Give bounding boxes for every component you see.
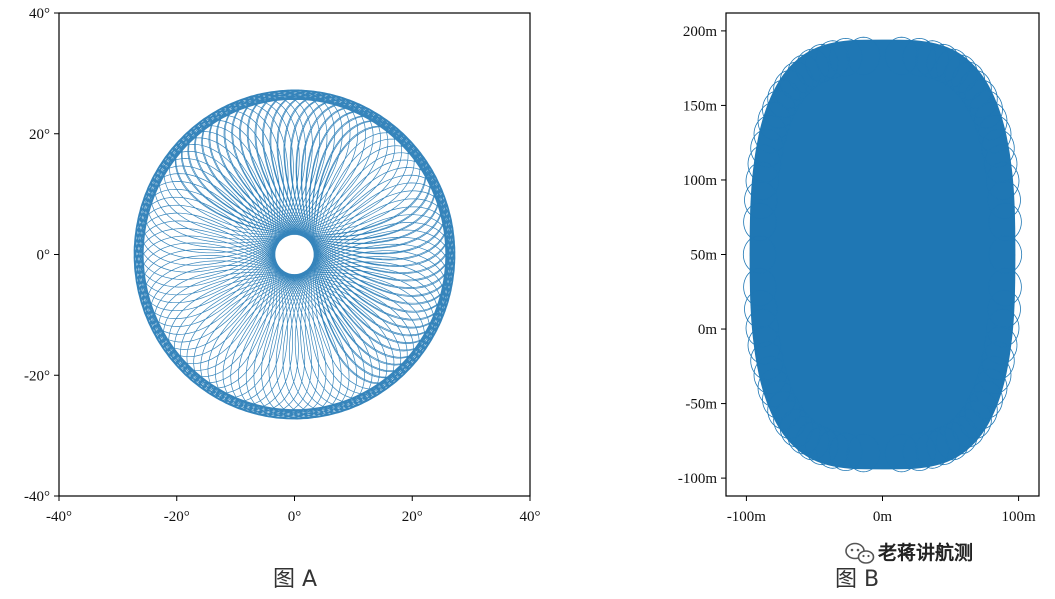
chart-b-x-tick-label: -100m bbox=[727, 509, 766, 525]
chart-b-y-tick-label: -50m bbox=[685, 397, 717, 413]
chart-b-series-line bbox=[742, 36, 1023, 473]
chart-b-y-tick-label: 100m bbox=[683, 173, 718, 189]
chart-a-y-tick-label: 20° bbox=[29, 127, 50, 143]
chart-b: -100m 0m 100m 200m 150m 100m 50m 0m -50m -100m 图… bbox=[678, 12, 1040, 592]
chart-a-y-tick-label: -20° bbox=[24, 368, 50, 384]
chart-b-y-tick-label: 50m bbox=[690, 248, 717, 264]
chart-b-x-tick-label: 100m bbox=[1002, 509, 1037, 525]
chart-b-y-ticks: 200m 150m 100m 50m 0m -50m -100m bbox=[678, 24, 726, 487]
chart-a-traces bbox=[133, 89, 456, 420]
chart-b-y-tick-label: 200m bbox=[683, 24, 718, 40]
chart-b-y-tick-label: -100m bbox=[678, 471, 717, 487]
chart-a-caption: 图 A bbox=[273, 567, 317, 592]
chart-a-frame bbox=[58, 12, 531, 497]
chart-b-x-ticks: -100m 0m 100m bbox=[727, 496, 1036, 525]
chart-b-x-tick-label: 0m bbox=[873, 509, 893, 525]
watermark: 老蒋讲航测 bbox=[845, 541, 973, 564]
chart-a-series-line bbox=[133, 89, 456, 420]
chart-b-y-tick-label: 0m bbox=[698, 322, 718, 338]
chart-a-y-tick-label: 0° bbox=[37, 248, 51, 264]
chart-b-traces bbox=[742, 36, 1023, 473]
chart-b-y-tick-label: 150m bbox=[683, 98, 718, 114]
chart-a-x-tick-label: -40° bbox=[46, 509, 72, 525]
wechat-icon bbox=[845, 542, 875, 564]
chart-a-x-ticks: -40° -20° 0° 20° 40° bbox=[46, 496, 541, 525]
chart-a-y-tick-label: -40° bbox=[24, 489, 50, 505]
chart-a-x-tick-label: -20° bbox=[164, 509, 190, 525]
watermark-text: 老蒋讲航测 bbox=[878, 541, 973, 564]
chart-b-series-fill bbox=[749, 39, 1016, 470]
chart-a-y-tick-label: 40° bbox=[29, 6, 50, 22]
chart-a: -40° -20° 0° 20° 40° 40° 20° 0° -20° -40° 图 A bbox=[24, 6, 541, 592]
chart-b-caption: 图 B bbox=[835, 567, 879, 592]
chart-a-x-tick-label: 20° bbox=[402, 509, 423, 525]
chart-a-y-ticks: 40° 20° 0° -20° -40° bbox=[24, 6, 59, 505]
chart-a-x-tick-label: 40° bbox=[520, 509, 541, 525]
chart-a-x-tick-label: 0° bbox=[288, 509, 302, 525]
